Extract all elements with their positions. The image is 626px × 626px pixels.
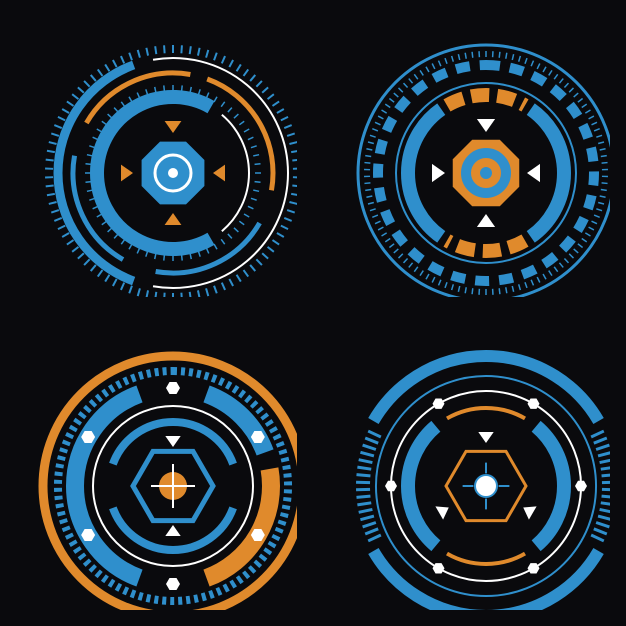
gauge-bottom-left [0, 313, 313, 626]
radial-gauge-icon [330, 17, 610, 297]
gauge-bottom-right [313, 313, 626, 626]
radial-gauge-icon [330, 330, 610, 610]
radial-gauge-icon [17, 330, 297, 610]
gauge-top-left [0, 0, 313, 313]
gauge-top-right [313, 0, 626, 313]
hud-grid [0, 0, 626, 626]
radial-gauge-icon [17, 17, 297, 297]
